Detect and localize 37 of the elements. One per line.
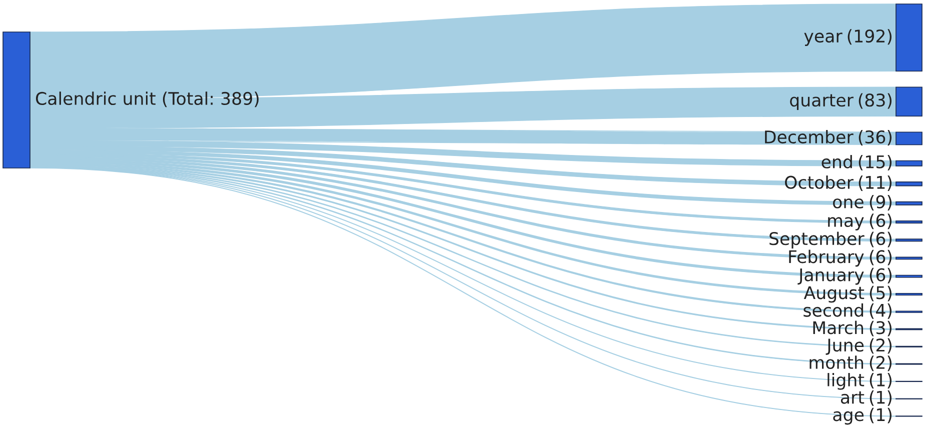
- category-label: may: [828, 217, 864, 230]
- data-label: (9): [870, 195, 892, 210]
- category-label: October: [784, 175, 854, 189]
- category-label: end: [822, 154, 852, 168]
- category-label: June: [826, 338, 864, 355]
- category-label: August: [804, 286, 864, 303]
- category-label: quarter: [790, 94, 854, 110]
- data-label: (4): [870, 303, 892, 319]
- category-label: December: [765, 130, 854, 144]
- data-label: (2): [870, 338, 892, 354]
- data-label: (192): [848, 29, 892, 45]
- data-label: (36): [858, 130, 892, 146]
- category-label: light: [828, 373, 864, 390]
- category-label: February: [789, 250, 864, 267]
- data-label: (6): [870, 250, 892, 266]
- data-label: (1): [870, 390, 892, 406]
- data-label: (3): [870, 320, 892, 336]
- data-label: (5): [870, 286, 892, 302]
- category-label: year: [804, 32, 842, 46]
- category-label: month: [810, 356, 864, 370]
- text: Calendric unit (Total: 389): [36, 92, 259, 108]
- data-label: (6): [870, 268, 892, 284]
- category-label: January: [798, 268, 864, 285]
- category-label: art: [840, 391, 864, 404]
- category-label: second: [804, 303, 864, 317]
- data-label: (6): [870, 232, 892, 248]
- data-label: (11): [858, 176, 892, 191]
- category-label: March: [813, 320, 864, 334]
- category-label: age: [833, 411, 864, 425]
- data-label: (1): [870, 408, 892, 424]
- data-label: (6): [870, 214, 892, 230]
- category-label: one: [833, 198, 864, 208]
- data-label: (15): [858, 154, 892, 170]
- category-label: September: [770, 232, 864, 249]
- data-label: (1): [870, 373, 892, 388]
- data-label: (2): [870, 356, 892, 372]
- data-label: (83): [858, 93, 892, 109]
